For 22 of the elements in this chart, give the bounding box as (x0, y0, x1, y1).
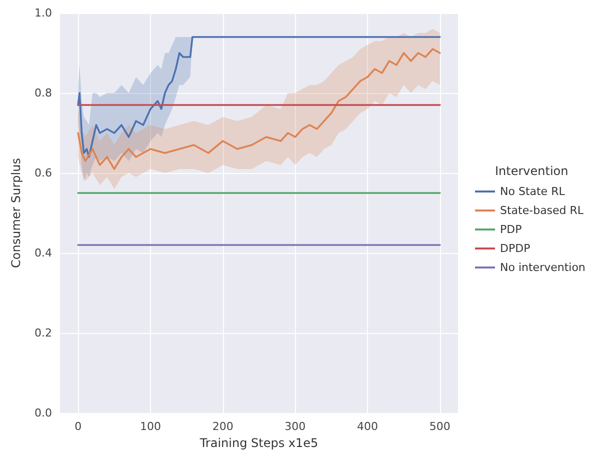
y-tick-label: 0.8 (34, 86, 52, 100)
x-axis-title: Training Steps x1e5 (198, 436, 318, 450)
y-tick-label: 0.0 (34, 406, 52, 420)
legend-label: DPDP (500, 242, 531, 255)
legend-label: State-based RL (500, 204, 584, 217)
x-tick-label: 400 (357, 420, 378, 433)
legend-label: No intervention (500, 261, 586, 274)
y-tick-label: 1.0 (34, 6, 52, 20)
x-tick-label: 500 (429, 420, 450, 433)
y-axis-title: Consumer Surplus (9, 158, 23, 268)
y-tick-label: 0.4 (34, 246, 52, 260)
y-tick-label: 0.2 (34, 326, 52, 340)
x-tick-label: 300 (284, 420, 306, 433)
line-series (77, 48, 441, 170)
x-tick-label: 200 (212, 420, 234, 433)
legend-label: PDP (500, 223, 522, 236)
x-tick-label: 100 (140, 420, 161, 433)
legend-title: Intervention (495, 164, 568, 178)
y-tick-label: 0.6 (34, 166, 52, 180)
x-tick-label: 0 (74, 420, 82, 433)
legend-label: No State RL (500, 185, 566, 198)
line-series (77, 36, 441, 158)
